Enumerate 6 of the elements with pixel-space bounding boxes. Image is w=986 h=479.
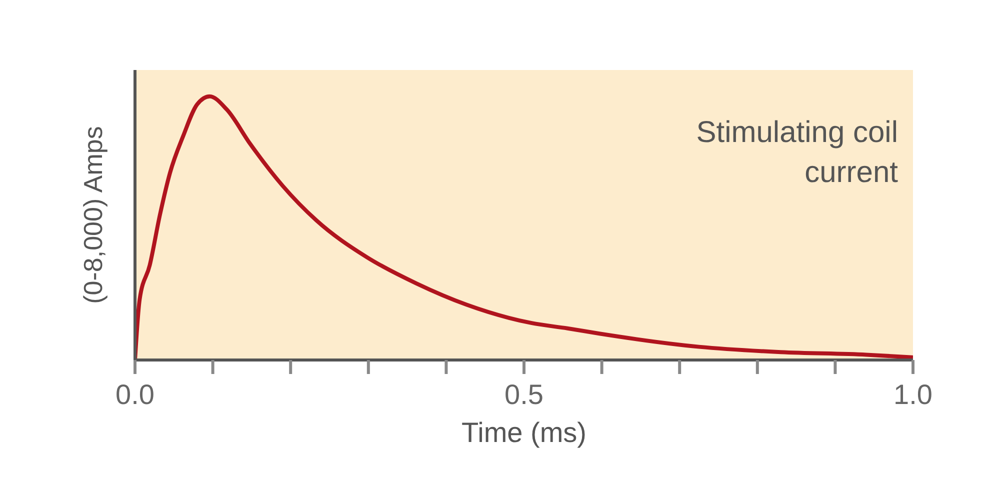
x-tick-label: 0.0 — [116, 378, 154, 410]
y-axis-title: (0-8,000) Amps — [78, 126, 108, 304]
annotation: Stimulating coil current — [695, 115, 898, 191]
x-tick-label: 1.0 — [894, 378, 932, 410]
x-tick-label: 0.5 — [504, 378, 544, 410]
x-axis-title: Time (ms) — [462, 417, 586, 448]
